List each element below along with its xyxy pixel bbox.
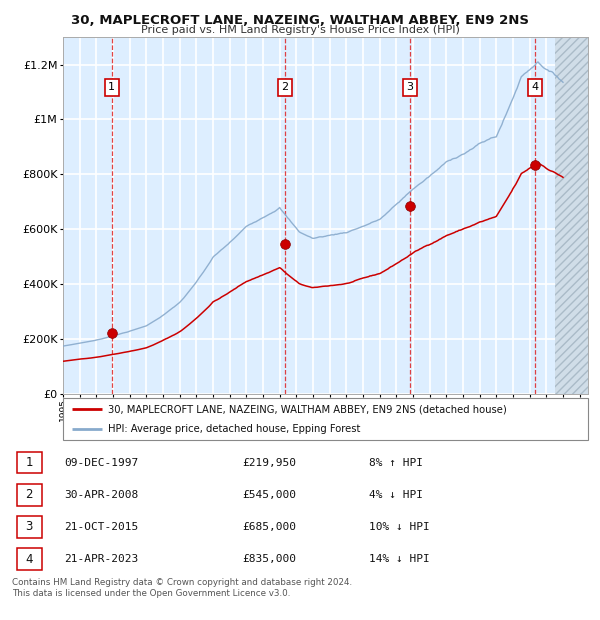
Text: 4: 4 (531, 82, 538, 92)
Text: 2: 2 (281, 82, 289, 92)
Text: 3: 3 (406, 82, 413, 92)
FancyBboxPatch shape (17, 548, 42, 570)
Text: 3: 3 (26, 521, 33, 533)
Text: £545,000: £545,000 (242, 490, 296, 500)
Text: Contains HM Land Registry data © Crown copyright and database right 2024.
This d: Contains HM Land Registry data © Crown c… (12, 578, 352, 598)
Text: 1: 1 (26, 456, 33, 469)
Text: 30-APR-2008: 30-APR-2008 (64, 490, 138, 500)
Text: £835,000: £835,000 (242, 554, 296, 564)
Text: 2: 2 (26, 489, 33, 501)
Text: 10% ↓ HPI: 10% ↓ HPI (369, 522, 430, 532)
FancyBboxPatch shape (17, 451, 42, 474)
FancyBboxPatch shape (17, 484, 42, 506)
Text: 21-OCT-2015: 21-OCT-2015 (64, 522, 138, 532)
FancyBboxPatch shape (63, 398, 588, 440)
Text: 30, MAPLECROFT LANE, NAZEING, WALTHAM ABBEY, EN9 2NS: 30, MAPLECROFT LANE, NAZEING, WALTHAM AB… (71, 14, 529, 27)
Text: 21-APR-2023: 21-APR-2023 (64, 554, 138, 564)
Text: 14% ↓ HPI: 14% ↓ HPI (369, 554, 430, 564)
Bar (554, 37, 588, 394)
Text: 1: 1 (108, 82, 115, 92)
Text: 09-DEC-1997: 09-DEC-1997 (64, 458, 138, 467)
Text: HPI: Average price, detached house, Epping Forest: HPI: Average price, detached house, Eppi… (107, 424, 360, 434)
Text: 4: 4 (26, 553, 33, 565)
Text: 4% ↓ HPI: 4% ↓ HPI (369, 490, 423, 500)
Text: £685,000: £685,000 (242, 522, 296, 532)
Text: 8% ↑ HPI: 8% ↑ HPI (369, 458, 423, 467)
FancyBboxPatch shape (17, 516, 42, 538)
Text: £219,950: £219,950 (242, 458, 296, 467)
Text: 30, MAPLECROFT LANE, NAZEING, WALTHAM ABBEY, EN9 2NS (detached house): 30, MAPLECROFT LANE, NAZEING, WALTHAM AB… (107, 404, 506, 414)
Text: Price paid vs. HM Land Registry's House Price Index (HPI): Price paid vs. HM Land Registry's House … (140, 25, 460, 35)
